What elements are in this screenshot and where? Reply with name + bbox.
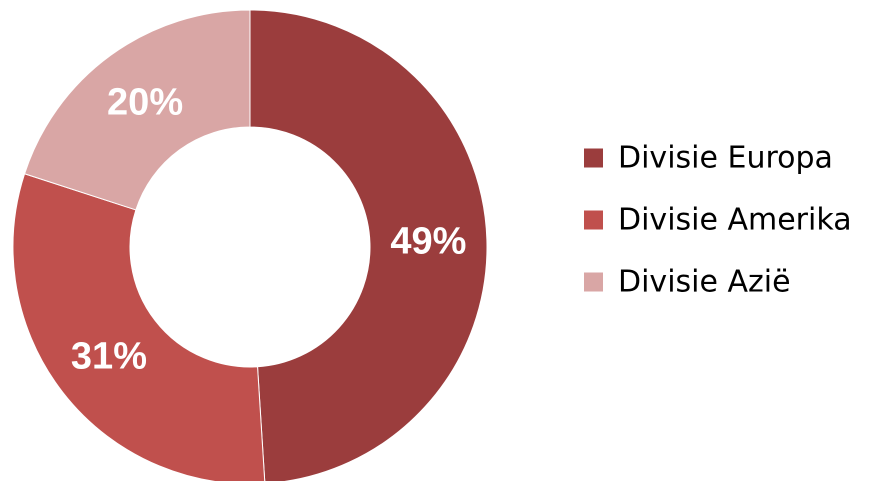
slice-labels: 49% 31% 20% (71, 82, 467, 378)
data-label-3: 20% (107, 82, 183, 124)
legend-label-1: Divisie Europa (618, 141, 833, 176)
donut-slices (12, 9, 488, 481)
data-label-1: 49% (390, 220, 466, 262)
legend-label-2: Divisie Amerika (618, 203, 852, 238)
legend-swatch-1 (584, 148, 603, 168)
legend-swatch-2 (584, 210, 603, 230)
donut-slice-1 (249, 9, 488, 481)
data-label-2: 31% (71, 335, 147, 377)
legend: Divisie Europa Divisie Amerika Divisie Azi… (584, 141, 852, 300)
donut-slice-2 (12, 173, 266, 481)
legend-swatch-3 (584, 272, 603, 292)
donut-slice-3 (23, 9, 251, 211)
legend-label-3: Divisie Azië (618, 265, 791, 300)
